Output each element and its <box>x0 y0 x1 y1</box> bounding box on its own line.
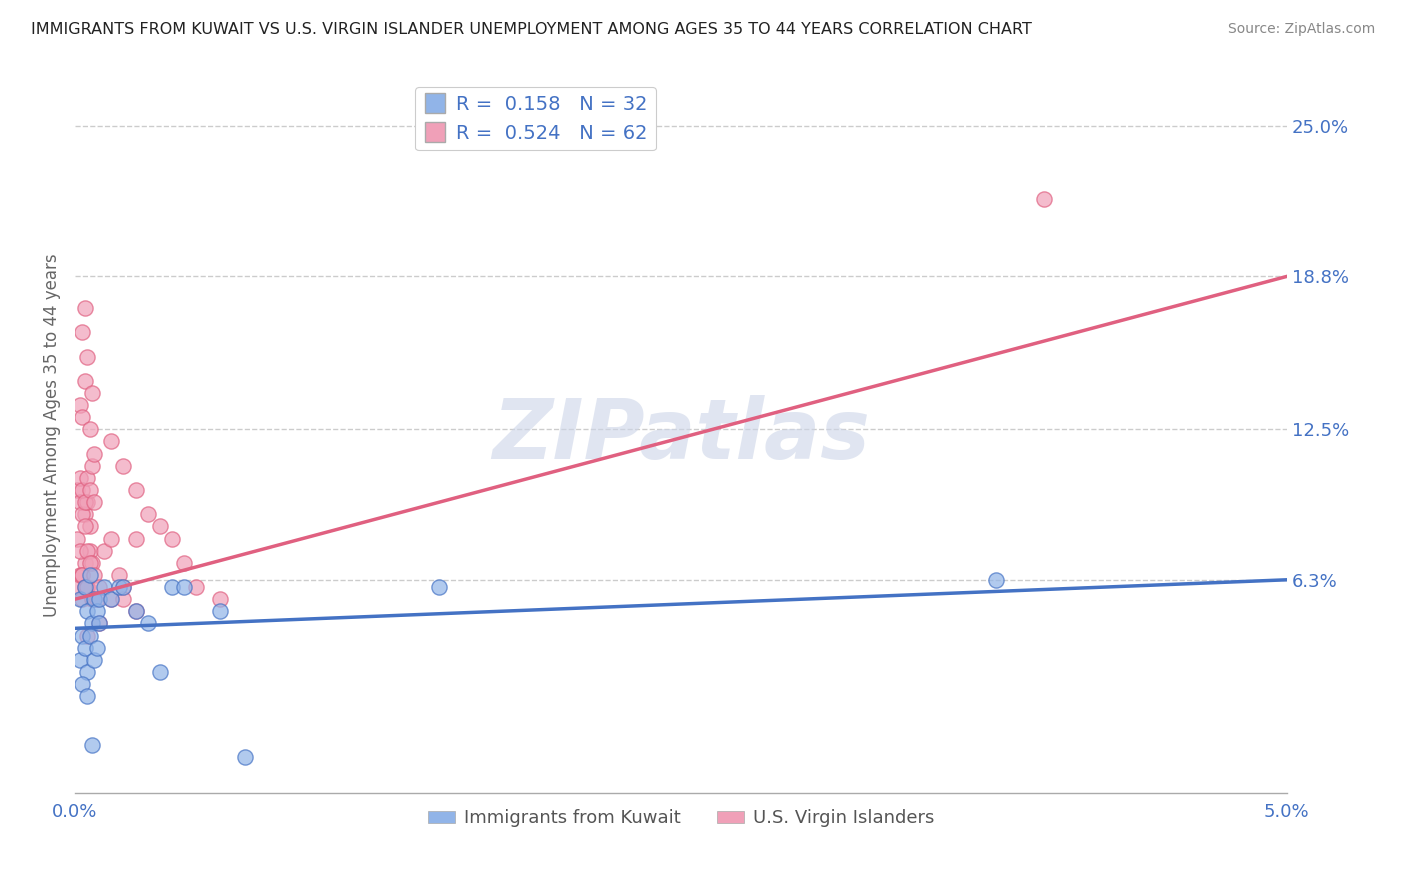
Point <box>73 508 96 522</box>
Point <box>72 592 94 607</box>
Point <box>76 543 98 558</box>
Point <box>136 508 159 522</box>
Point <box>427 580 450 594</box>
Point <box>76 629 98 643</box>
Point <box>76 471 98 485</box>
Point <box>79 568 101 582</box>
Point <box>233 750 256 764</box>
Point <box>80 556 103 570</box>
Point <box>69 495 91 509</box>
Point <box>107 580 129 594</box>
Point <box>86 592 108 607</box>
Point <box>89 616 111 631</box>
Point <box>209 592 232 607</box>
Point <box>72 677 94 691</box>
Point <box>73 301 96 315</box>
Point <box>76 350 98 364</box>
Point <box>1033 192 1056 206</box>
Point <box>160 532 183 546</box>
Point <box>93 580 115 594</box>
Point <box>89 580 111 594</box>
Point <box>80 592 103 607</box>
Point <box>984 573 1007 587</box>
Point <box>66 580 89 594</box>
Point <box>73 580 96 594</box>
Point <box>72 568 94 582</box>
Point <box>124 604 146 618</box>
Point <box>72 325 94 339</box>
Point <box>69 398 91 412</box>
Point <box>72 483 94 497</box>
Point <box>136 616 159 631</box>
Point <box>76 495 98 509</box>
Point <box>209 604 232 618</box>
Point <box>72 508 94 522</box>
Point <box>93 543 115 558</box>
Point <box>76 580 98 594</box>
Point <box>76 604 98 618</box>
Point <box>100 592 122 607</box>
Point <box>73 495 96 509</box>
Point <box>79 629 101 643</box>
Point <box>69 568 91 582</box>
Point <box>124 483 146 497</box>
Point <box>69 653 91 667</box>
Point <box>73 640 96 655</box>
Point <box>89 592 111 607</box>
Point <box>100 434 122 449</box>
Point <box>79 543 101 558</box>
Point <box>80 385 103 400</box>
Point <box>79 483 101 497</box>
Point <box>112 458 135 473</box>
Point <box>73 519 96 533</box>
Text: ZIPatlas: ZIPatlas <box>492 395 870 476</box>
Point <box>73 374 96 388</box>
Point <box>86 604 108 618</box>
Point <box>112 580 135 594</box>
Point <box>80 616 103 631</box>
Point <box>124 532 146 546</box>
Point <box>76 690 98 704</box>
Text: IMMIGRANTS FROM KUWAIT VS U.S. VIRGIN ISLANDER UNEMPLOYMENT AMONG AGES 35 TO 44 : IMMIGRANTS FROM KUWAIT VS U.S. VIRGIN IS… <box>31 22 1032 37</box>
Point <box>83 568 105 582</box>
Point <box>79 519 101 533</box>
Text: Source: ZipAtlas.com: Source: ZipAtlas.com <box>1227 22 1375 37</box>
Point <box>149 665 172 679</box>
Point <box>112 592 135 607</box>
Point <box>89 616 111 631</box>
Point <box>86 640 108 655</box>
Point <box>83 592 105 607</box>
Point <box>173 556 195 570</box>
Point <box>76 580 98 594</box>
Point <box>83 495 105 509</box>
Point <box>69 592 91 607</box>
Point <box>160 580 183 594</box>
Point <box>124 604 146 618</box>
Y-axis label: Unemployment Among Ages 35 to 44 years: Unemployment Among Ages 35 to 44 years <box>44 253 60 617</box>
Point <box>66 532 89 546</box>
Point <box>72 410 94 425</box>
Point <box>79 556 101 570</box>
Point <box>72 568 94 582</box>
Point <box>173 580 195 594</box>
Point <box>69 471 91 485</box>
Point <box>69 543 91 558</box>
Point <box>80 738 103 752</box>
Point <box>186 580 208 594</box>
Legend: Immigrants from Kuwait, U.S. Virgin Islanders: Immigrants from Kuwait, U.S. Virgin Isla… <box>420 802 941 834</box>
Point <box>100 532 122 546</box>
Point <box>83 447 105 461</box>
Point <box>72 629 94 643</box>
Point <box>107 568 129 582</box>
Point <box>149 519 172 533</box>
Point <box>66 483 89 497</box>
Point <box>73 580 96 594</box>
Point <box>79 422 101 436</box>
Point <box>112 580 135 594</box>
Point <box>80 458 103 473</box>
Point <box>83 653 105 667</box>
Point <box>100 592 122 607</box>
Point <box>73 556 96 570</box>
Point <box>76 665 98 679</box>
